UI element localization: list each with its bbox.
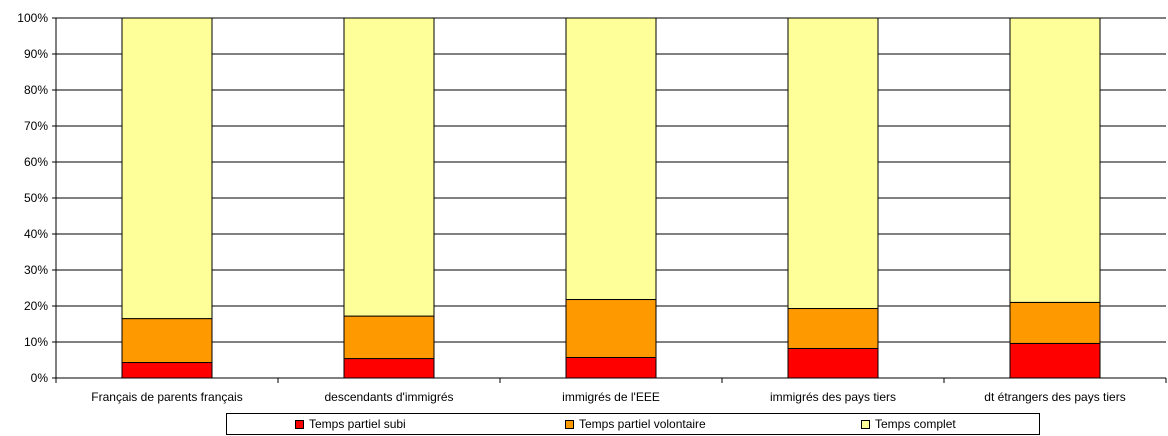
y-tick-label: 70% bbox=[24, 119, 48, 133]
bar-segment-temps-partiel-subi bbox=[1009, 342, 1101, 379]
bar-segment-temps-partiel-subi bbox=[343, 358, 435, 379]
bar-segment-temps-partiel-volontaire bbox=[1009, 301, 1101, 344]
bar-segment-temps-partiel-volontaire bbox=[565, 299, 657, 358]
x-tick-label: dt étrangers des pays tiers bbox=[984, 390, 1125, 404]
y-tick-label: 60% bbox=[24, 155, 48, 169]
bar-segment-temps-complet bbox=[1009, 17, 1101, 303]
y-tick-label: 50% bbox=[24, 191, 48, 205]
bar-segment-temps-partiel-subi bbox=[787, 347, 879, 379]
bar-segment-temps-partiel-volontaire bbox=[787, 308, 879, 349]
x-tick-label: Français de parents français bbox=[91, 390, 242, 404]
bar-segment-temps-complet bbox=[565, 17, 657, 301]
x-tick-label: immigrés des pays tiers bbox=[770, 390, 896, 404]
y-tick-label: 20% bbox=[24, 299, 48, 313]
y-tick-label: 90% bbox=[24, 47, 48, 61]
x-tick-label: descendants d'immigrés bbox=[324, 390, 453, 404]
bar-segment-temps-complet bbox=[787, 17, 879, 310]
y-tick-label: 30% bbox=[24, 263, 48, 277]
bar-segment-temps-partiel-volontaire bbox=[343, 315, 435, 360]
y-tick-label: 40% bbox=[24, 227, 48, 241]
legend-label: Temps partiel volontaire bbox=[579, 417, 706, 431]
bar-segment-temps-complet bbox=[121, 17, 213, 320]
y-tick-label: 0% bbox=[31, 371, 49, 385]
legend-item-temps-partiel-subi: Temps partiel subi bbox=[295, 417, 406, 431]
y-tick-label: 100% bbox=[17, 11, 48, 25]
y-tick-label: 80% bbox=[24, 83, 48, 97]
legend: Temps partiel subi Temps partiel volonta… bbox=[226, 413, 1040, 435]
legend-swatch-orange bbox=[565, 419, 574, 429]
stacked-bar-chart: 0% 10% 20% 30% 40% 50% 60% 70% 80% 90% 100% Françai… bbox=[17, 11, 1167, 404]
legend-item-temps-partiel-volontaire: Temps partiel volontaire bbox=[565, 417, 706, 431]
legend-label: Temps partiel subi bbox=[309, 417, 406, 431]
legend-item-temps-complet: Temps complet bbox=[861, 417, 956, 431]
legend-swatch-yellow bbox=[861, 419, 870, 429]
bar-segment-temps-partiel-subi bbox=[565, 356, 657, 379]
bar-segment-temps-complet bbox=[343, 17, 435, 317]
legend-swatch-red bbox=[295, 419, 304, 429]
legend-label: Temps complet bbox=[875, 417, 956, 431]
y-tick-label: 10% bbox=[24, 335, 48, 349]
bar-segment-temps-partiel-volontaire bbox=[121, 318, 213, 364]
bar-segment-temps-partiel-subi bbox=[121, 362, 213, 379]
x-tick-label: immigrés de l'EEE bbox=[562, 390, 660, 404]
